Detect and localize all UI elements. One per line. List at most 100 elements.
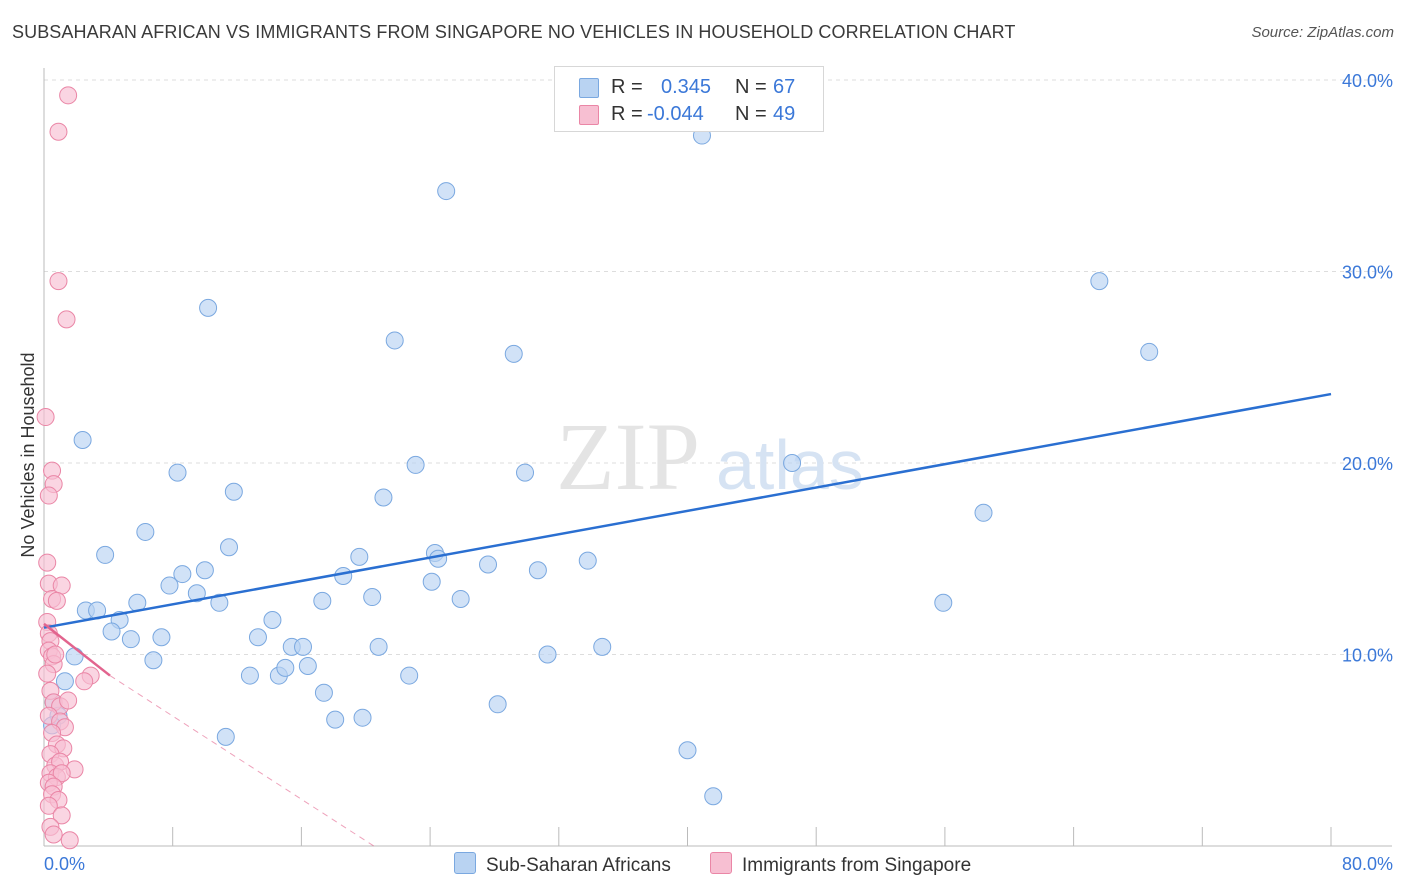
sub-saharan-point	[298, 656, 317, 675]
sub-saharan-point	[276, 658, 295, 677]
legend-n-label: N =	[735, 103, 767, 125]
bottom-legend-singapore: Immigrants from Singapore	[710, 852, 971, 877]
sub-saharan-point	[350, 547, 369, 566]
sub-saharan-point	[96, 545, 115, 564]
sub-saharan-point	[593, 637, 612, 656]
legend-n-value: 67	[773, 76, 796, 98]
sub-saharan-point	[504, 344, 523, 363]
x-tick-label: 0.0%	[44, 854, 85, 874]
sub-saharan-point	[187, 584, 206, 603]
sub-saharan-point	[1140, 342, 1159, 361]
sub-saharan-point	[210, 593, 229, 612]
sub-saharan-point	[326, 710, 345, 729]
x-tick-label: 80.0%	[1342, 854, 1393, 874]
sub-saharan-point	[704, 787, 723, 806]
sub-saharan-point	[578, 551, 597, 570]
sub-saharan-point	[528, 561, 547, 580]
sub-saharan-point	[199, 298, 218, 317]
singapore-point	[44, 825, 63, 844]
sub-saharan-point	[144, 651, 163, 670]
legend-r-value: 0.345	[661, 76, 712, 98]
legend-r-value: -0.044	[647, 103, 704, 125]
sub-saharan-point	[248, 628, 267, 647]
singapore-point	[38, 553, 57, 572]
singapore-point	[47, 591, 66, 610]
sub-saharan-point	[216, 727, 235, 746]
sub-saharan-point	[313, 591, 332, 610]
bottom-legend-swatch-blue	[454, 852, 476, 874]
sub-saharan-point	[479, 555, 498, 574]
sub-saharan-point	[385, 331, 404, 350]
watermark-zip: ZIP	[556, 403, 700, 510]
trendline-singapore	[43, 622, 111, 677]
legend-row-singapore: R = -0.044 N = 49	[555, 101, 823, 127]
axes	[43, 68, 1392, 847]
sub-saharan-point	[195, 561, 214, 580]
sub-saharan-point	[1090, 272, 1109, 291]
trendline-sub-saharan	[43, 392, 1332, 629]
source-label: Source: ZipAtlas.com	[1251, 24, 1394, 41]
sub-saharan-point	[437, 182, 456, 201]
sub-saharan-point	[353, 708, 372, 727]
sub-saharan-point	[240, 666, 259, 685]
sub-saharan-point	[73, 431, 92, 450]
singapore-point	[52, 764, 71, 783]
sub-saharan-point	[294, 637, 313, 656]
singapore-point	[59, 691, 78, 710]
sub-saharan-point	[538, 645, 557, 664]
legend-row-sub-saharan: R = 0.345 N = 67	[555, 74, 823, 100]
singapore-point	[38, 664, 57, 683]
singapore-point	[49, 122, 68, 141]
legend-r-label: R =	[611, 103, 643, 125]
sub-saharan-point	[220, 538, 239, 557]
chart-title: SUBSAHARAN AFRICAN VS IMMIGRANTS FROM SI…	[12, 22, 1016, 42]
legend-swatch-blue	[579, 78, 599, 98]
bottom-legend-label-pink: Immigrants from Singapore	[742, 855, 972, 876]
sub-saharan-point	[678, 741, 697, 760]
sub-saharan-point	[451, 589, 470, 608]
sub-saharan-point	[173, 565, 192, 584]
sub-saharan-point	[168, 463, 187, 482]
sub-saharan-point	[263, 611, 282, 630]
legend-r-label: R =	[611, 76, 643, 98]
singapore-point	[57, 310, 76, 329]
sub-saharan-point	[516, 463, 535, 482]
bottom-legend-label-blue: Sub-Saharan Africans	[486, 855, 671, 876]
singapore-point	[39, 486, 58, 505]
bottom-legend-swatch-pink	[710, 852, 732, 874]
singapore-point	[36, 408, 55, 427]
y-tick-label: 30.0%	[1342, 263, 1393, 283]
grid-lines	[44, 79, 1392, 655]
sub-saharan-point	[369, 637, 388, 656]
singapore-point	[75, 672, 94, 691]
sub-saharan-point	[121, 630, 140, 649]
sub-saharan-point	[363, 588, 382, 607]
sub-saharan-point	[488, 695, 507, 714]
singapore-point	[59, 86, 78, 105]
sub-saharan-point	[406, 455, 425, 474]
legend-swatch-pink	[579, 105, 599, 125]
trendline-singapore	[109, 675, 375, 847]
sub-saharan-point	[55, 672, 74, 691]
trendlines	[43, 392, 1332, 847]
sub-saharan-point	[974, 503, 993, 522]
tick-labels: 10.0% 20.0% 30.0% 40.0% 0.0% 80.0%	[44, 71, 1393, 874]
sub-saharan-point	[429, 549, 448, 568]
sub-saharan-point	[334, 566, 353, 585]
legend-n-value: 49	[773, 103, 796, 125]
y-tick-label: 40.0%	[1342, 71, 1393, 91]
sub-saharan-point	[65, 647, 84, 666]
singapore-point	[46, 645, 65, 664]
sub-saharan-point	[136, 522, 155, 541]
sub-saharan-point	[934, 593, 953, 612]
singapore-point	[49, 272, 68, 291]
correlation-legend: R = 0.345 N = 67 R = -0.044 N = 49	[554, 66, 824, 132]
y-tick-label: 20.0%	[1342, 454, 1393, 474]
bottom-legend-sub-saharan: Sub-Saharan Africans	[454, 852, 671, 877]
singapore-point	[60, 831, 79, 850]
sub-saharan-point	[374, 488, 393, 507]
sub-saharan-point	[160, 576, 179, 595]
sub-saharan-point	[400, 666, 419, 685]
sub-saharan-point	[422, 572, 441, 591]
y-axis-label: No Vehicles in Household	[18, 352, 38, 557]
